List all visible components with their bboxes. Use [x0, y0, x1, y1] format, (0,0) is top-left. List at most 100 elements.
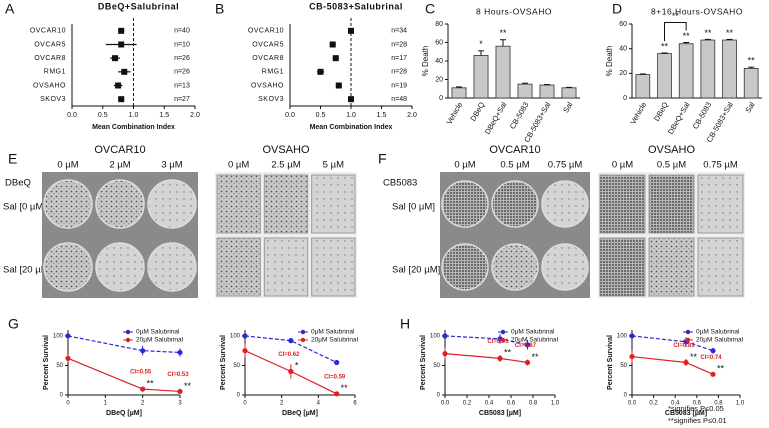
legend-label: 20µM Salubrinal	[696, 337, 744, 344]
well	[95, 242, 145, 292]
dose-label: 0.5 µM	[500, 160, 529, 171]
n-label: n=28	[391, 41, 407, 48]
well	[648, 174, 695, 234]
significance-bracket	[664, 22, 687, 41]
n-label: n=34	[391, 28, 407, 35]
x-tick-label: 0	[66, 401, 70, 407]
ci-label: CI=0.62	[278, 352, 300, 358]
n-label: n=17	[391, 55, 407, 62]
well	[541, 243, 589, 291]
category-label: RMG1	[44, 69, 66, 76]
legend-marker	[685, 337, 691, 343]
legend-marker	[500, 329, 506, 335]
well	[491, 243, 539, 291]
y-axis-label: Percent Survival	[43, 335, 50, 390]
x-tick-label: 0.0	[285, 112, 295, 119]
well	[147, 179, 197, 229]
marker	[683, 359, 689, 366]
ci-label: CI=0.91	[487, 339, 509, 345]
y-tick-label: 20	[435, 76, 443, 83]
marker	[524, 342, 531, 348]
y-axis-label: % Death	[605, 46, 614, 77]
significance-label: **	[184, 381, 192, 391]
footnote: *signifies P≤0.05	[668, 404, 724, 413]
drug-label: CB5083	[383, 178, 417, 189]
dose-label: 0 µM	[57, 160, 78, 171]
marker	[334, 359, 340, 366]
row-label: Sal [0 µM]	[3, 202, 46, 213]
marker	[177, 388, 183, 395]
n-label: n=28	[391, 69, 407, 76]
x-tick-label: 1.5	[377, 112, 387, 119]
marker	[442, 333, 448, 339]
significance-label: **	[704, 28, 712, 38]
well	[95, 179, 145, 229]
legend-marker	[125, 337, 131, 343]
significance-label: **	[504, 348, 512, 358]
panel-letter: B	[215, 1, 224, 17]
dose-label: 0 µM	[612, 160, 633, 171]
x-tick-label: 0.6	[693, 401, 702, 407]
marker	[65, 333, 71, 339]
x-tick-label: 2	[280, 401, 284, 407]
panel-letter: F	[378, 151, 387, 167]
drug-label: DBeQ	[5, 178, 31, 189]
dose-label: 0.75 µM	[703, 160, 738, 171]
category-label: OVCAR10	[30, 28, 66, 35]
x-axis-label: DBeQ [µM]	[106, 410, 142, 417]
y-tick-label: 0	[623, 95, 627, 102]
y-tick-label: 50	[620, 363, 627, 369]
row-label: Sal [20 µM]	[3, 265, 51, 276]
significance-label: **	[748, 56, 756, 66]
well	[263, 237, 309, 297]
series-line	[67, 335, 181, 354]
ci-label: CI=0.59	[324, 374, 346, 380]
x-tick-label: Sal	[743, 100, 756, 114]
legend-label: 20µM Salubrinal	[311, 337, 359, 344]
well	[216, 174, 261, 234]
x-tick-label: 6	[353, 401, 357, 407]
y-tick-label: 50	[433, 363, 440, 369]
group-title: OVCAR10	[489, 144, 540, 156]
category-label: OVSAHO	[33, 82, 66, 89]
x-tick-label: 0.5	[316, 112, 326, 119]
legend-marker	[685, 329, 691, 335]
y-axis-label: Percent Survival	[220, 335, 227, 390]
x-tick-label: 0.2	[463, 401, 472, 407]
dose-label: 5 µM	[323, 160, 344, 171]
well	[43, 179, 93, 229]
x-tick-label: 0.5	[98, 112, 108, 119]
marker	[242, 348, 248, 354]
x-tick-label: 2.0	[190, 112, 200, 119]
marker	[288, 368, 294, 374]
y-tick-label: 0	[624, 393, 628, 399]
n-label: n=19	[391, 82, 407, 89]
marker	[118, 27, 125, 34]
bar	[635, 74, 651, 99]
chart-title: 8 Hours-OVSAHO	[476, 6, 552, 16]
y-tick-label: 0	[60, 393, 64, 399]
x-tick-label: 0.4	[671, 401, 680, 407]
x-tick-label: 0.8	[529, 401, 538, 407]
y-axis-label: % Death	[421, 46, 430, 77]
category-label: SKOV3	[40, 96, 66, 103]
x-tick-label: 1.0	[346, 112, 356, 119]
marker	[334, 391, 340, 397]
x-tick-label: 2.0	[407, 112, 417, 119]
significance-label: **	[690, 352, 698, 362]
legend-marker	[125, 329, 131, 335]
x-tick-label: Vehicle	[628, 100, 648, 125]
bar	[657, 53, 672, 99]
marker	[65, 355, 71, 361]
marker	[497, 355, 503, 361]
marker	[335, 82, 342, 89]
dose-label: 3 µM	[161, 160, 182, 171]
marker	[140, 348, 146, 354]
panel-letter: G	[8, 316, 19, 332]
panel-letter: A	[5, 1, 15, 17]
x-axis-label: Mean Combination Index	[92, 124, 175, 131]
bar	[539, 84, 555, 99]
y-tick-label: 0	[237, 393, 241, 399]
y-tick-label: 100	[617, 333, 628, 339]
well	[441, 243, 489, 291]
